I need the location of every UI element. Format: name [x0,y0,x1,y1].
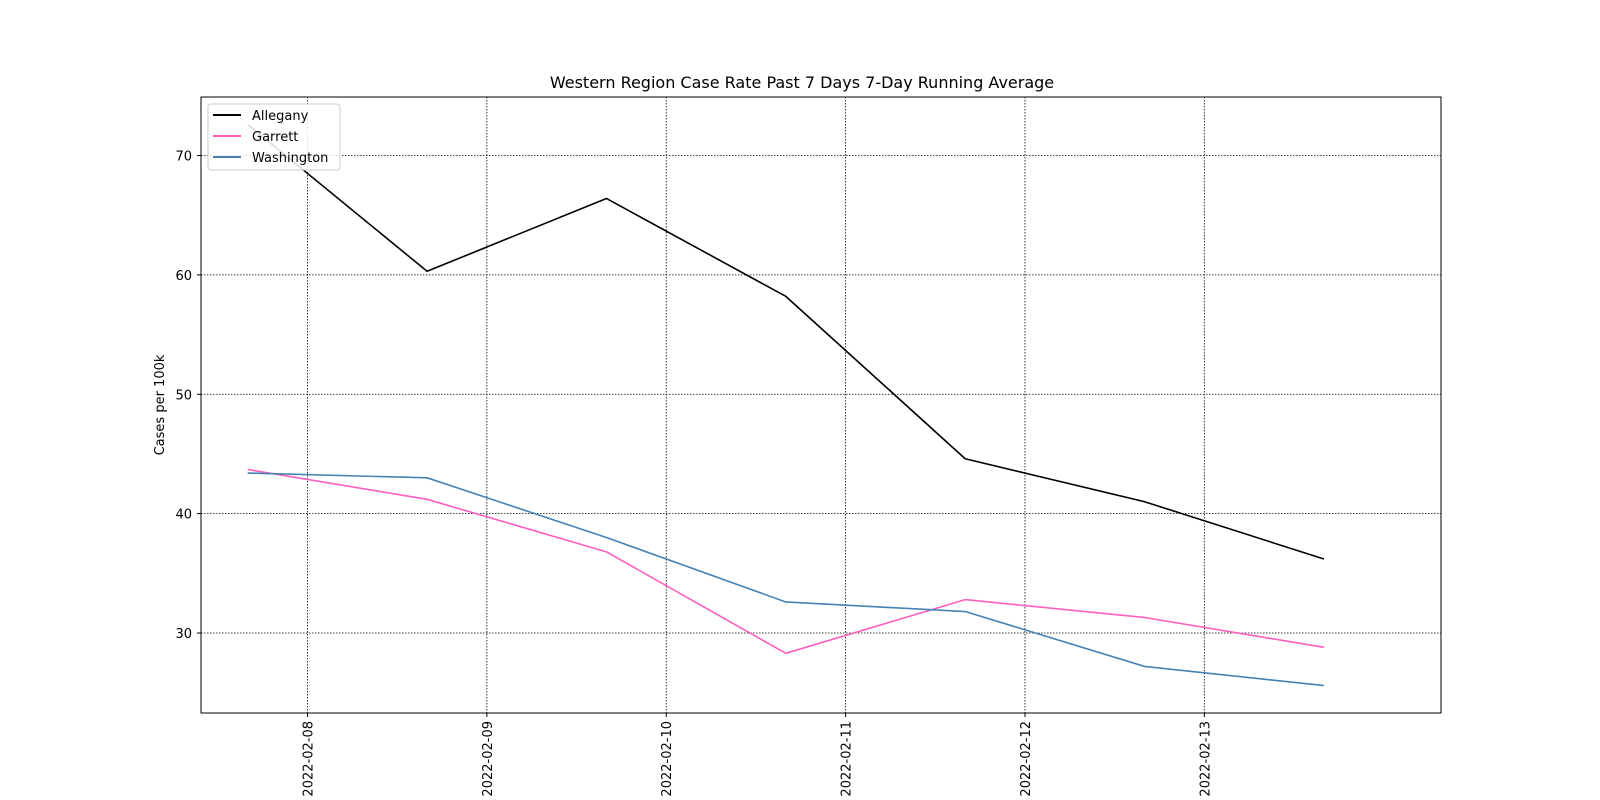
x-tick-label: 2022-02-11 [840,721,855,797]
legend-label-allegany: Allegany [252,109,309,124]
grid-lines [201,97,1441,713]
legend-label-washington: Washington [252,151,328,166]
series-line-garrett [247,468,1325,655]
y-tick-label: 40 [175,508,192,523]
y-tick-label: 60 [175,269,192,284]
x-axis: 2022-02-08 2022-02-09 2022-02-10 2022-02-11… [301,713,1213,797]
y-tick-label: 50 [175,388,192,403]
y-axis: 30 40 50 60 70 [175,149,201,642]
x-tick-label: 2022-02-10 [660,721,675,797]
x-tick-label: 2022-02-09 [481,721,496,797]
y-tick-label: 30 [175,627,192,642]
x-tick-label: 2022-02-13 [1198,721,1213,797]
series-line-allegany [247,123,1325,560]
legend: Allegany Garrett Washington [207,103,341,171]
chart-title: Western Region Case Rate Past 7 Days 7-D… [550,73,1054,92]
x-tick-label: 2022-02-08 [301,721,316,797]
series-line-washington [247,472,1324,687]
legend-box [207,103,341,171]
plot-frame [200,96,1442,714]
y-tick-label: 70 [175,149,192,164]
x-tick-label: 2022-02-12 [1019,721,1034,797]
series-layer [247,123,1325,687]
y-axis-label: Cases per 100k [153,354,168,455]
legend-label-garrett: Garrett [252,130,298,145]
